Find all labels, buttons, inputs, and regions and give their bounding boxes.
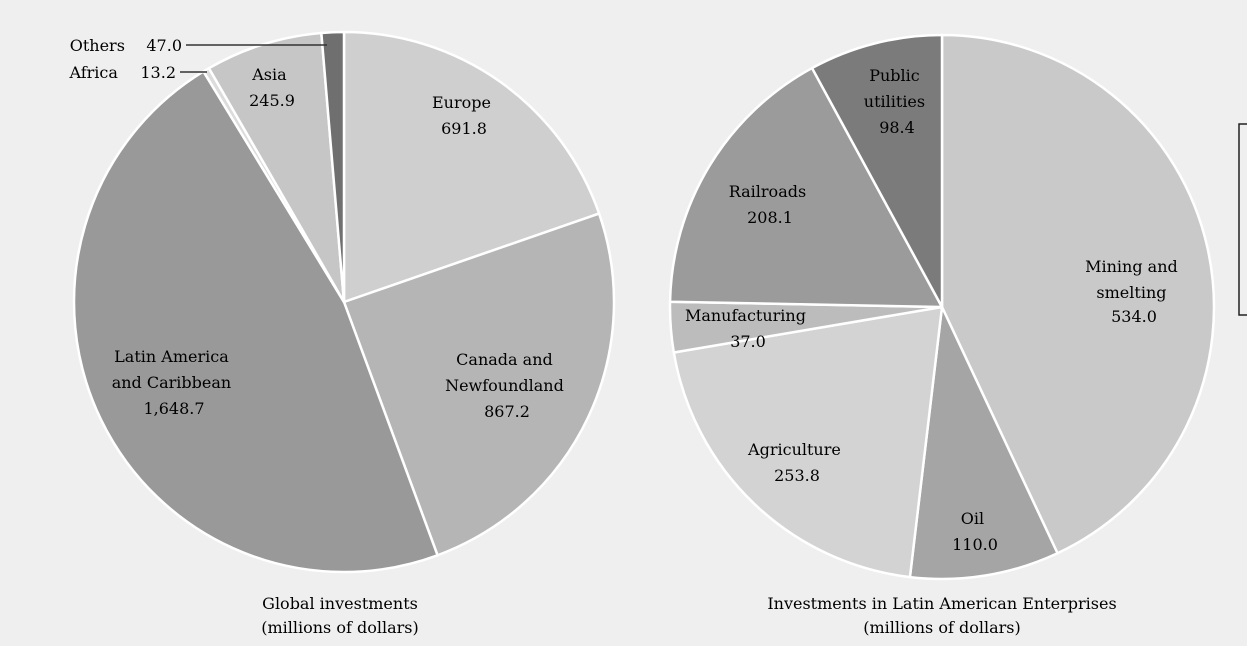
slice-label-oil: Oil 110.0 — [952, 509, 998, 554]
chart-subtitle-global: (millions of dollars) — [261, 618, 419, 637]
chart-subtitle-enterprises: (millions of dollars) — [863, 618, 1021, 637]
pie-slice-canada-and-newfoundland — [342, 212, 616, 557]
slice-label-africa: Africa 13.2 — [68, 63, 176, 82]
pie-slice-public-utilities — [810, 33, 944, 309]
pie-chart-latin-american-enterprises: Mining and smelting 534.0 Oil 110.0 Agri… — [668, 33, 1216, 637]
pie-chart-global: Europe 691.8 Canada and Newfoundland 867… — [68, 30, 616, 637]
pie-slice-mining-and-smelting — [940, 33, 1216, 555]
slice-label-mining: Mining and smelting 534.0 — [1085, 257, 1183, 326]
pie-slice-latin-america-and-caribbean — [72, 70, 439, 574]
cropped-frame — [1238, 123, 1247, 316]
pie-slice-railroads — [668, 66, 944, 309]
pie-enterprises-slices — [668, 33, 1216, 581]
pie-slice-agriculture — [672, 305, 944, 579]
slice-label-public-utilities: Public utilities 98.4 — [864, 66, 930, 137]
slice-label-manufacturing: Manufacturing 37.0 — [685, 306, 811, 351]
chart-title-enterprises: Investments in Latin American Enterprise… — [767, 594, 1116, 613]
chart-title-global: Global investments — [262, 594, 418, 613]
slice-label-europe: Europe 691.8 — [432, 93, 496, 138]
slice-label-agriculture: Agriculture 253.8 — [747, 440, 846, 485]
slice-label-canada: Canada and Newfoundland 867.2 — [445, 350, 569, 421]
slice-label-others: Others 47.0 — [70, 36, 182, 55]
slice-label-asia: Asia 245.9 — [249, 65, 295, 110]
slice-label-railroads: Railroads 208.1 — [729, 182, 812, 227]
pie-slice-others — [320, 30, 346, 304]
slice-label-latin-america: Latin America and Caribbean 1,648.7 — [112, 347, 237, 418]
pie-global-slices — [72, 30, 616, 574]
pie-slice-oil — [908, 305, 1059, 581]
